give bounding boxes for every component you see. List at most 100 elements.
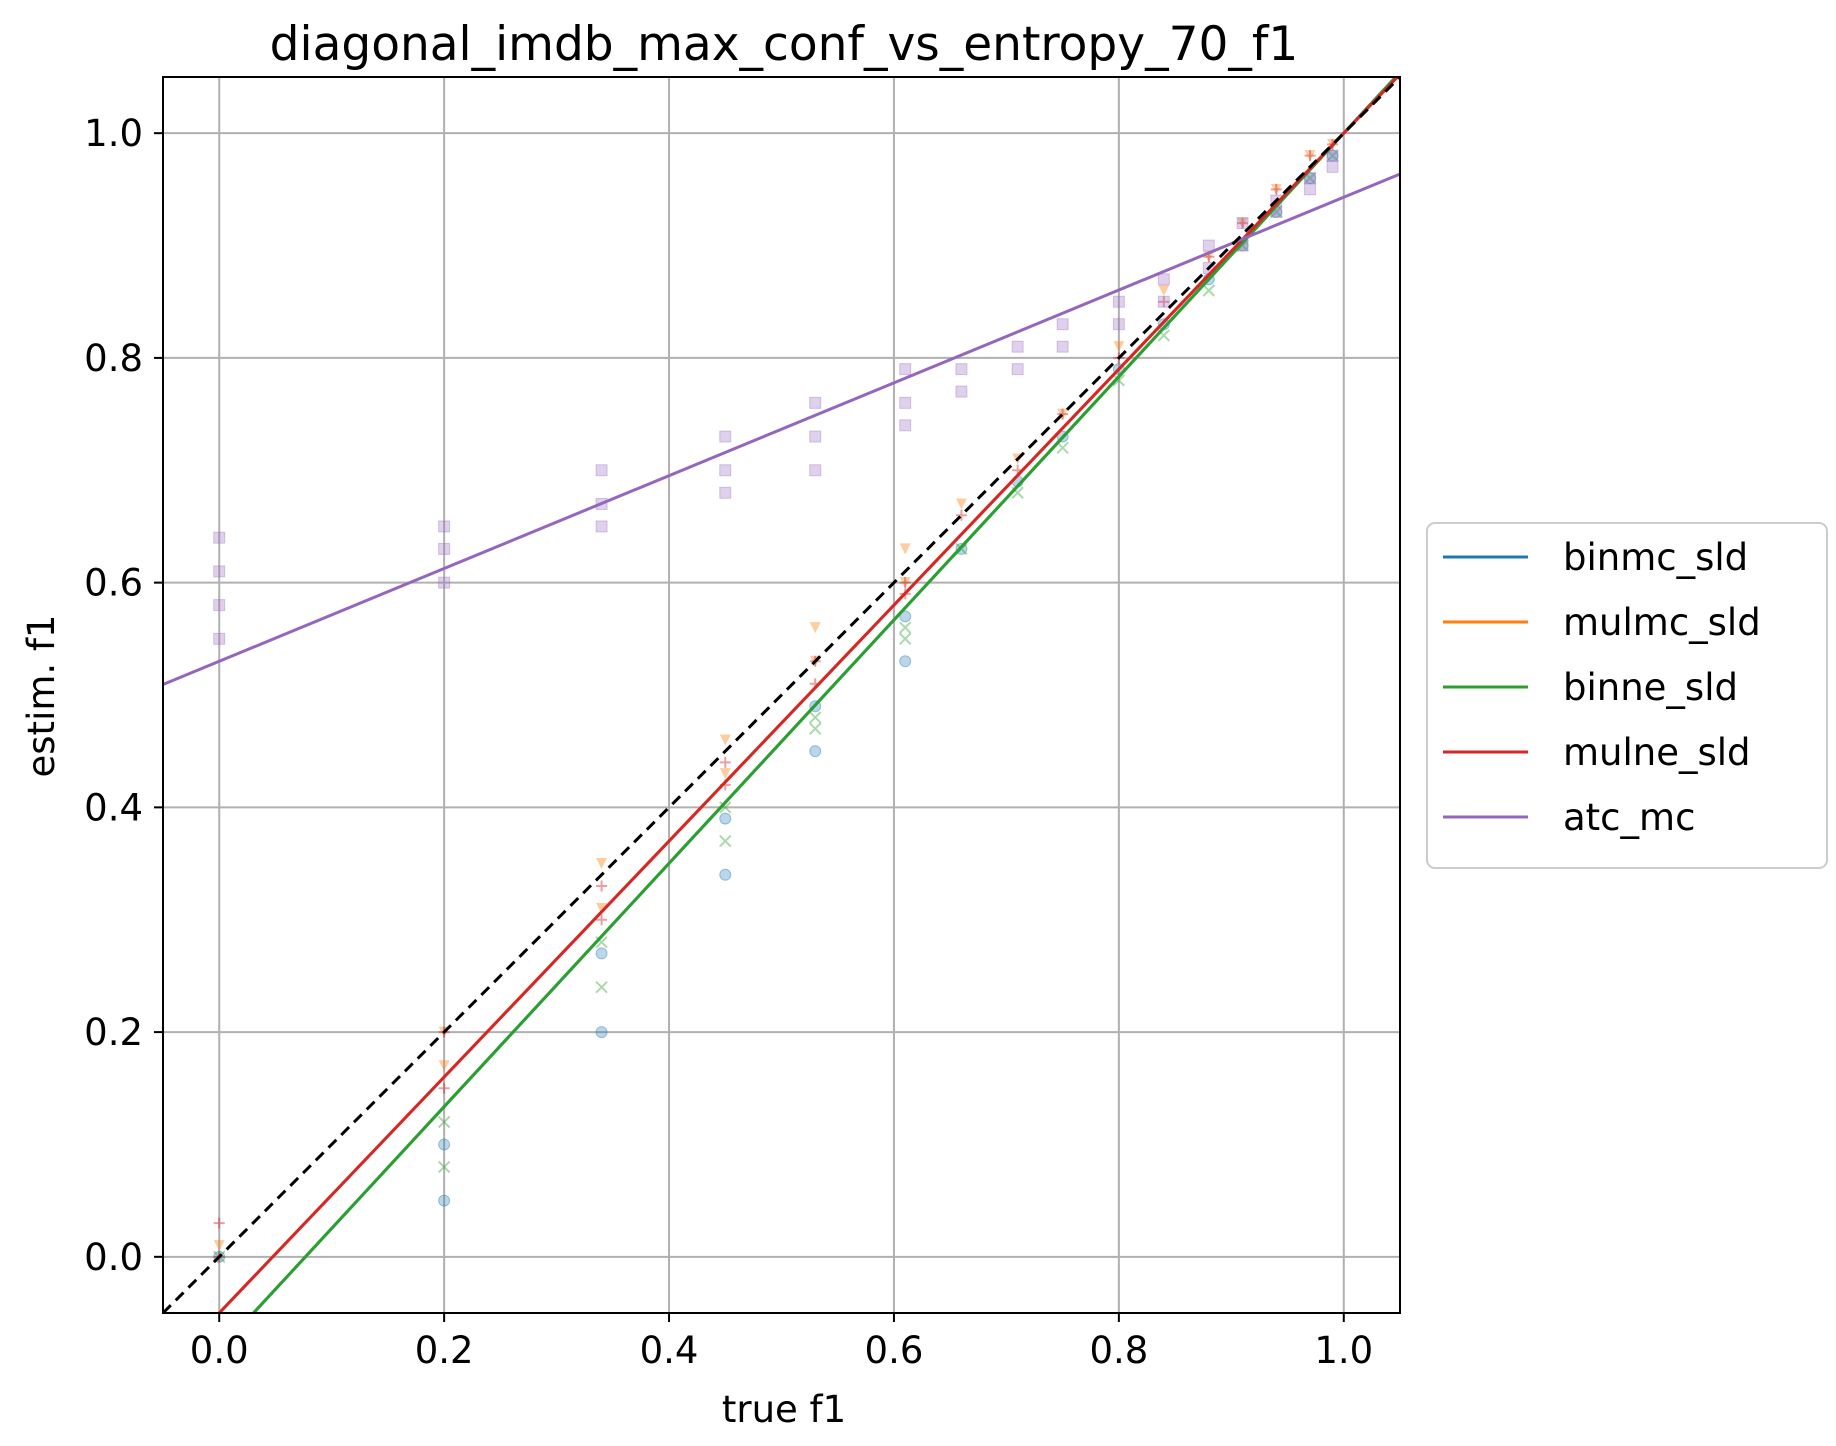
data-point — [719, 768, 731, 780]
x-axis-ticks: 0.0 0.2 0.4 0.6 0.8 1.0 — [190, 1313, 1373, 1372]
x-tick-label: 0.2 — [415, 1329, 474, 1372]
x-tick-label: 1.0 — [1314, 1329, 1373, 1372]
data-point — [955, 385, 968, 398]
data-point — [955, 509, 967, 521]
data-point — [955, 498, 967, 510]
fit-line-binne_sld — [251, 77, 1398, 1313]
data-point — [1112, 374, 1126, 387]
x-tick-label: 0.4 — [640, 1329, 699, 1372]
y-tick-label: 1.0 — [84, 112, 143, 155]
data-point — [1326, 149, 1339, 162]
data-point — [1304, 150, 1316, 162]
data-point — [438, 576, 451, 589]
x-tick-label: 0.6 — [865, 1329, 924, 1372]
legend-label-mulne_sld: mulne_sld — [1563, 731, 1751, 774]
y-axis-label: estim. f1 — [20, 615, 63, 778]
data-point — [809, 430, 822, 443]
data-point — [596, 880, 608, 892]
data-point — [899, 543, 911, 555]
data-point — [899, 363, 912, 376]
data-point — [719, 834, 732, 848]
data-point — [1326, 149, 1339, 162]
data-point — [1157, 295, 1170, 308]
data-point — [1158, 284, 1170, 296]
data-point — [1304, 172, 1317, 185]
fit-line-mulne_sld — [217, 77, 1400, 1313]
x-axis-label: true f1 — [722, 1388, 846, 1431]
data-point — [1056, 318, 1069, 331]
data-point — [1202, 239, 1215, 252]
y-tick-label: 0.2 — [84, 1011, 143, 1054]
data-point — [437, 1160, 451, 1174]
data-point — [213, 565, 226, 578]
data-point — [719, 812, 732, 825]
data-point — [213, 632, 226, 645]
data-point — [898, 632, 912, 646]
chart-title: diagonal_imdb_max_conf_vs_entropy_70_f1 — [270, 17, 1299, 72]
data-point — [595, 947, 608, 960]
legend-label-binne_sld: binne_sld — [1563, 666, 1738, 709]
data-point — [438, 1060, 450, 1072]
data-point — [1011, 340, 1024, 353]
data-point — [1304, 150, 1316, 162]
fit-line-atc_mc — [163, 172, 1400, 686]
data-point — [595, 520, 608, 533]
data-point — [899, 577, 911, 589]
data-point — [1112, 295, 1125, 308]
legend-label-atc_mc: atc_mc — [1563, 796, 1695, 839]
data-point — [1304, 172, 1317, 185]
data-point — [438, 1138, 451, 1151]
data-point — [1157, 273, 1170, 286]
data-point — [809, 396, 822, 409]
data-point — [719, 430, 732, 443]
data-point — [809, 745, 822, 758]
x-tick-label: 0.8 — [1089, 1329, 1148, 1372]
data-point — [596, 902, 608, 914]
y-tick-label: 0.0 — [84, 1236, 143, 1279]
series-points-mulmc_sld — [213, 138, 1339, 1252]
data-point — [719, 868, 732, 881]
data-point — [809, 722, 822, 735]
data-point — [1270, 183, 1282, 195]
data-point — [1202, 284, 1216, 297]
plot-frame — [162, 76, 1401, 1314]
data-point — [1158, 296, 1170, 308]
data-point — [437, 1115, 451, 1129]
y-tick-label: 0.4 — [84, 786, 143, 829]
data-point — [213, 1217, 225, 1229]
data-point — [595, 464, 608, 477]
data-point — [719, 464, 732, 477]
data-point — [899, 396, 912, 409]
legend-frame — [1426, 522, 1828, 869]
data-point — [1011, 363, 1024, 376]
data-point — [1270, 183, 1282, 195]
data-point — [809, 711, 822, 724]
data-point — [1057, 408, 1069, 420]
data-point — [438, 1194, 451, 1207]
data-point — [719, 756, 731, 768]
data-point — [809, 622, 821, 634]
data-point — [438, 542, 451, 555]
data-point — [1326, 149, 1339, 162]
data-point — [1056, 340, 1069, 353]
y-axis-ticks: 0.0 0.2 0.4 0.6 0.8 1.0 — [84, 112, 163, 1279]
data-point — [595, 1026, 608, 1039]
data-point — [438, 520, 451, 533]
grid-lines — [163, 77, 1400, 1313]
diagonal-reference-line — [163, 77, 1400, 1313]
data-point — [1326, 160, 1339, 173]
data-point — [899, 419, 912, 432]
data-point — [1057, 408, 1069, 420]
data-point — [1304, 183, 1317, 196]
data-point — [1237, 217, 1249, 229]
data-point — [899, 577, 911, 589]
legend-label-mulmc_sld: mulmc_sld — [1563, 601, 1761, 644]
y-tick-label: 0.6 — [84, 562, 143, 605]
data-point — [719, 486, 732, 499]
data-point — [1056, 441, 1069, 455]
data-point — [719, 801, 732, 814]
data-point — [213, 531, 226, 544]
data-point — [1113, 341, 1125, 353]
data-point — [438, 1082, 450, 1094]
